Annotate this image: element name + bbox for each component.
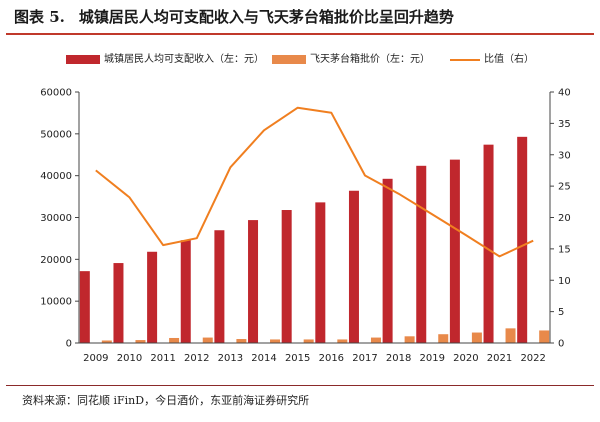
bar-income [214, 230, 225, 343]
right-tick-label: 15 [558, 244, 571, 255]
bar-price [471, 332, 482, 343]
bar-income [315, 202, 326, 343]
bottom-divider [6, 385, 594, 386]
bar-price [270, 339, 281, 343]
legend-label-income: 城镇居民人均可支配收入（左：元） [104, 54, 264, 65]
chart-plot: 0 10000 20000 30000 40000 50000 60000 0 5 10 15 20… [40, 88, 571, 365]
right-tick-label: 25 [558, 182, 571, 193]
x-tick-label: 2021 [487, 353, 512, 364]
bar-price [135, 340, 146, 343]
x-tick-label: 2014 [251, 353, 276, 364]
left-tick-label: 20000 [40, 255, 72, 266]
right-tick-label: 10 [558, 276, 571, 287]
bar-income [483, 144, 494, 343]
x-tick-label: 2015 [285, 353, 310, 364]
legend-label-ratio: 比值（右） [484, 54, 534, 65]
bar-price [404, 336, 415, 343]
bar-income [248, 220, 259, 343]
right-tick-label: 35 [558, 119, 571, 130]
bar-income [348, 190, 359, 343]
left-tick-label: 50000 [40, 129, 72, 140]
bar-price [370, 337, 381, 343]
bar-income [449, 159, 460, 343]
left-tick-label: 30000 [40, 213, 72, 224]
left-axis: 0 10000 20000 30000 40000 50000 60000 [40, 88, 80, 350]
left-tick-label: 0 [66, 339, 72, 350]
legend-swatch-ratio [450, 58, 480, 61]
x-tick-label: 2009 [83, 353, 108, 364]
right-tick-label: 20 [558, 213, 571, 224]
bar-income [517, 136, 528, 343]
x-tick-label: 2010 [117, 353, 142, 364]
x-tick-label: 2019 [420, 353, 445, 364]
right-axis: 0 5 10 15 20 25 30 35 40 [549, 88, 571, 350]
figure-number: 图表 5. [14, 8, 65, 26]
legend-swatch-income [66, 55, 100, 64]
title-divider [6, 33, 594, 35]
chart-legend: 城镇居民人均可支配收入（左：元） 飞天茅台箱批价（左：元） 比值（右） [0, 48, 600, 68]
left-tick-label: 10000 [40, 297, 72, 308]
x-tick-label: 2011 [150, 353, 175, 364]
bar-income [113, 263, 124, 343]
figure-title-text: 城镇居民人均可支配收入与飞天茅台箱批价比呈回升趋势 [78, 8, 454, 26]
legend-item-income: 城镇居民人均可支配收入（左：元） [66, 50, 264, 65]
legend-item-price: 飞天茅台箱批价（左：元） [272, 50, 430, 65]
bar-income [281, 210, 292, 343]
x-tick-label: 2022 [520, 353, 545, 364]
right-tick-label: 40 [558, 88, 571, 99]
legend-item-ratio: 比值（右） [450, 50, 534, 65]
x-tick-label: 2012 [184, 353, 209, 364]
x-tick-label: 2016 [319, 353, 344, 364]
bar-price [438, 334, 449, 343]
bar-income [147, 251, 158, 343]
left-tick-label: 60000 [40, 88, 72, 99]
source-note: 资料来源：同花顺 iFinD，今日酒价，东亚前海证券研究所 [22, 394, 310, 407]
x-axis: 2009 2010 2011 2012 2013 2014 2015 2016 2017 2018… [79, 342, 550, 364]
bar-series [79, 136, 550, 343]
right-tick-label: 5 [558, 307, 564, 318]
bar-price [236, 339, 247, 343]
bar-price [337, 339, 348, 343]
x-tick-label: 2013 [218, 353, 243, 364]
bar-price [505, 328, 516, 343]
bar-income [79, 271, 90, 343]
bar-price [202, 337, 213, 343]
right-tick-label: 0 [558, 339, 564, 350]
legend-label-price: 飞天茅台箱批价（左：元） [310, 54, 430, 65]
bar-price [101, 340, 112, 343]
x-tick-label: 2020 [453, 353, 478, 364]
bar-price [169, 337, 180, 343]
bar-price [539, 330, 550, 343]
x-tick-label: 2017 [352, 353, 377, 364]
x-tick-label: 2018 [386, 353, 411, 364]
bar-income [416, 165, 427, 343]
ratio-line [95, 106, 534, 258]
ratio-line-series [95, 106, 534, 258]
figure-title: 图表 5. 城镇居民人均可支配收入与飞天茅台箱批价比呈回升趋势 [14, 6, 454, 27]
left-tick-label: 40000 [40, 171, 72, 182]
legend-swatch-price [272, 55, 306, 64]
bar-income [382, 178, 393, 343]
bar-income [180, 240, 191, 343]
right-tick-label: 30 [558, 150, 571, 161]
bar-price [303, 339, 314, 343]
